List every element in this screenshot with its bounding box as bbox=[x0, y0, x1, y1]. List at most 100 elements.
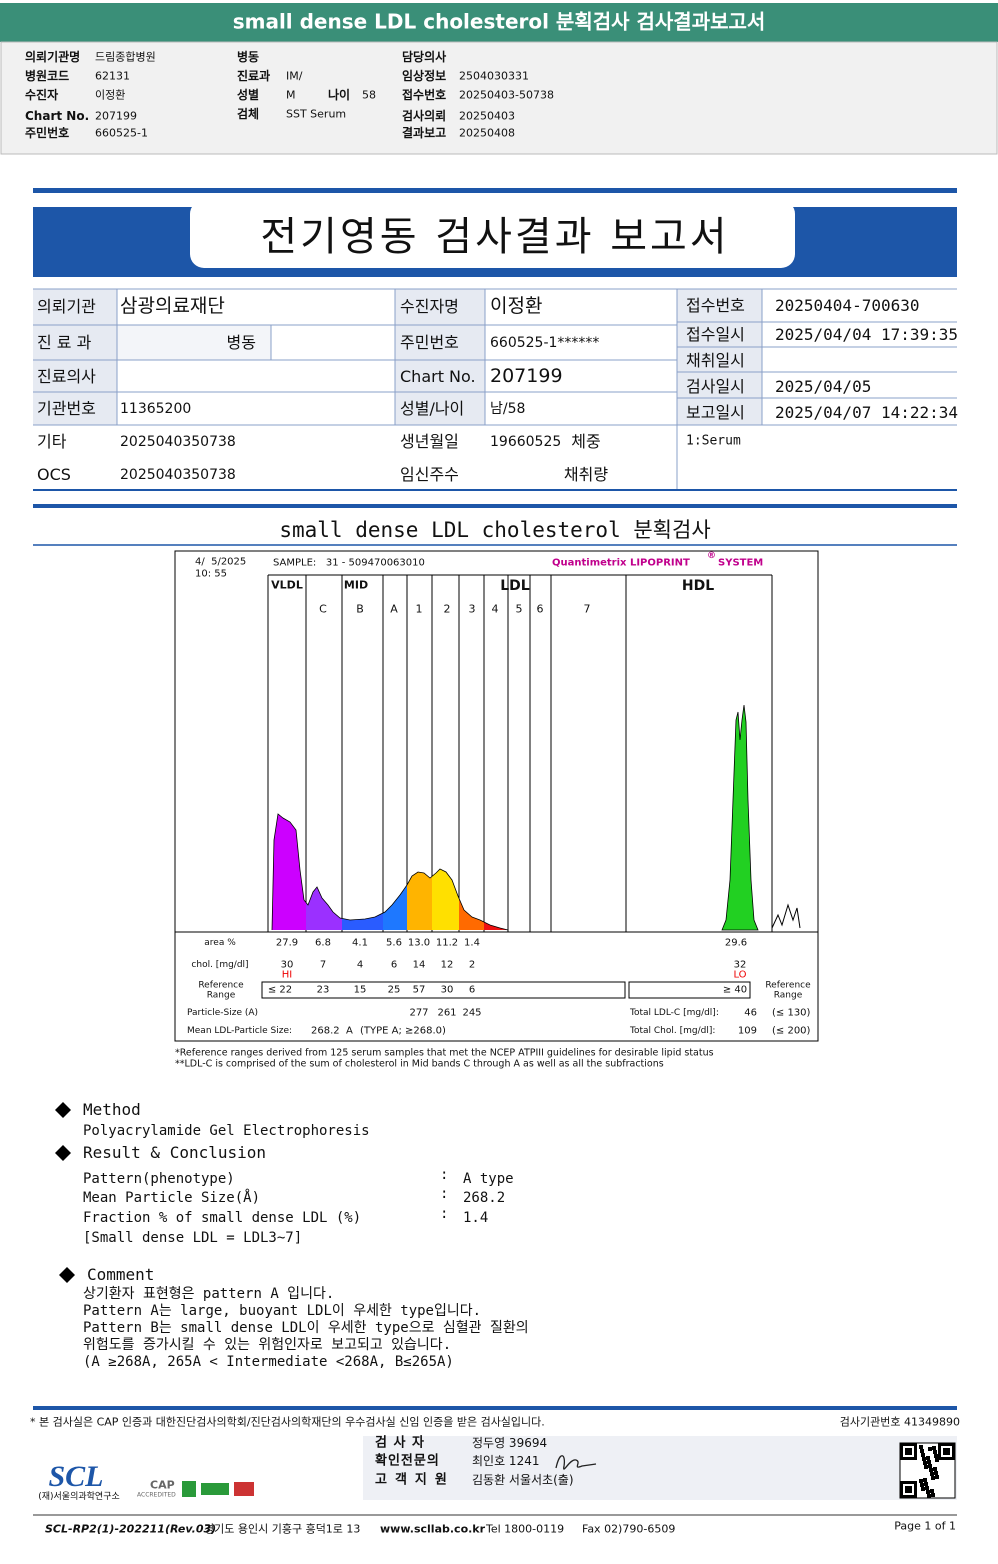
qr-cell bbox=[921, 1487, 925, 1491]
qr-finder bbox=[905, 1486, 912, 1493]
bullet bbox=[59, 1267, 75, 1283]
qr-cell bbox=[920, 1483, 924, 1487]
qr-cell bbox=[931, 1493, 935, 1497]
mean-type: (TYPE A; ≥268.0) bbox=[360, 1025, 446, 1037]
total-value: 109 bbox=[737, 1025, 757, 1037]
qr-cell bbox=[935, 1475, 939, 1479]
separator: : bbox=[440, 1205, 449, 1222]
band-label: 5 bbox=[515, 602, 523, 616]
qr-cell bbox=[926, 1490, 930, 1494]
qr-cell bbox=[921, 1453, 925, 1457]
section-heading: Comment bbox=[87, 1264, 155, 1284]
info-label: 결과보고 bbox=[402, 126, 447, 141]
info-label: Chart No. bbox=[25, 109, 90, 124]
total-label: Total Chol. [mg/dl]: bbox=[630, 1025, 716, 1036]
signer-role: 검 사 자 bbox=[375, 1435, 425, 1451]
chol-value: 4 bbox=[356, 959, 364, 971]
title-tab bbox=[190, 200, 795, 268]
particle-value: 245 bbox=[462, 1007, 482, 1019]
info-label: 임상정보 bbox=[402, 69, 447, 84]
lab-number: 검사기관번호 41349890 bbox=[839, 1415, 960, 1429]
footnote: *Reference ranges derived from 125 serum… bbox=[175, 1047, 714, 1059]
area-value: 27.9 bbox=[275, 937, 299, 949]
table-value: 660525-1****** bbox=[490, 334, 600, 351]
reference-value: 23 bbox=[316, 984, 330, 996]
trace-fill bbox=[272, 814, 306, 930]
run-date: 4/ 5/2025 bbox=[195, 556, 247, 568]
notice: * 본 검사실은 CAP 인증과 대한진단검사의학회/진단검사의학재단의 우수검… bbox=[30, 1415, 545, 1429]
band-label: B bbox=[356, 602, 364, 616]
badge bbox=[182, 1481, 196, 1497]
info-value: 660525-1 bbox=[95, 126, 148, 140]
badge bbox=[234, 1482, 254, 1496]
result-value: 1.4 bbox=[463, 1209, 489, 1226]
info-label: 수진자 bbox=[25, 88, 59, 103]
table-value: 2025040350738 bbox=[120, 433, 236, 450]
total-range: (≤ 200) bbox=[772, 1025, 811, 1037]
table-value: 2025040350738 bbox=[120, 466, 236, 483]
footnote: **LDL-C is comprised of the sum of chole… bbox=[175, 1058, 664, 1070]
reference-value: ≥ 40 bbox=[722, 984, 748, 996]
area-value: 5.6 bbox=[386, 937, 402, 949]
info-value: 2504030331 bbox=[459, 69, 529, 83]
fax: Fax 02)790-6509 bbox=[582, 1522, 676, 1536]
separator: : bbox=[440, 1185, 449, 1202]
table-label: OCS bbox=[37, 464, 71, 484]
table-label: 성별/나이 bbox=[400, 398, 465, 418]
qr-finder bbox=[943, 1448, 950, 1455]
info-panel bbox=[0, 41, 998, 155]
section-title: small dense LDL cholesterol 분획검사 bbox=[279, 517, 711, 542]
total-value: 46 bbox=[744, 1007, 757, 1019]
comment-line: (A ≥268A, 265A < Intermediate <268A, B≤2… bbox=[83, 1353, 454, 1370]
group-label: VLDL bbox=[271, 578, 303, 592]
table-label: 기타 bbox=[37, 431, 67, 451]
run-time: 10: 55 bbox=[195, 568, 227, 580]
table-label: 채취량 bbox=[563, 464, 609, 484]
info-value: 20250408 bbox=[459, 126, 515, 140]
table-label: 병동 bbox=[226, 332, 256, 352]
result-label: Fraction % of small dense LDL (%) bbox=[83, 1209, 362, 1226]
qr-cell bbox=[933, 1467, 937, 1471]
table-label: 검사일시 bbox=[686, 376, 745, 396]
trace-fill bbox=[459, 898, 484, 930]
cap-logo: ACCREDITED bbox=[137, 1491, 176, 1499]
table-value: 207199 bbox=[490, 365, 563, 388]
trace-line bbox=[771, 903, 801, 929]
rule bbox=[33, 1406, 957, 1410]
particle-value: 277 bbox=[409, 1007, 429, 1019]
table-label: 생년월일 bbox=[400, 431, 459, 451]
group-label: MID bbox=[343, 578, 369, 592]
qr-cell bbox=[920, 1449, 924, 1453]
info-value: 20250403-50738 bbox=[459, 88, 554, 102]
info-label: 주민번호 bbox=[25, 126, 70, 141]
table-value: 이정환 bbox=[490, 295, 543, 318]
qr-cell bbox=[919, 1479, 923, 1483]
particle-value: 261 bbox=[437, 1007, 457, 1019]
signer-name: 김동환 서울서초(출) bbox=[472, 1473, 574, 1488]
qr-cell bbox=[932, 1446, 936, 1450]
info-value: 드림종합병원 bbox=[95, 50, 156, 64]
bullet bbox=[55, 1145, 71, 1161]
table-label: 채취일시 bbox=[686, 350, 745, 370]
label-cell bbox=[395, 289, 485, 425]
separator: : bbox=[440, 1166, 449, 1183]
cap-logo: CAP bbox=[150, 1478, 175, 1492]
qr-cell bbox=[934, 1454, 938, 1458]
method-text: Polyacrylamide Gel Electrophoresis bbox=[83, 1122, 370, 1139]
area-value: 6.8 bbox=[315, 937, 331, 949]
info-label: 검체 bbox=[237, 107, 260, 122]
band-label: 1 bbox=[415, 602, 423, 616]
trace-fill bbox=[432, 869, 459, 930]
info-value: M bbox=[286, 88, 296, 102]
system-name: SYSTEM bbox=[718, 557, 764, 569]
label-cell bbox=[33, 289, 117, 425]
band-label: 6 bbox=[536, 602, 544, 616]
qr-cell bbox=[925, 1486, 929, 1490]
table-label: Chart No. bbox=[400, 366, 476, 386]
area-value: 1.4 bbox=[464, 937, 480, 949]
info-label: 성별 bbox=[237, 88, 260, 103]
trace-line bbox=[271, 813, 509, 931]
header-bar bbox=[0, 3, 998, 42]
reference-value: 57 bbox=[412, 984, 426, 996]
